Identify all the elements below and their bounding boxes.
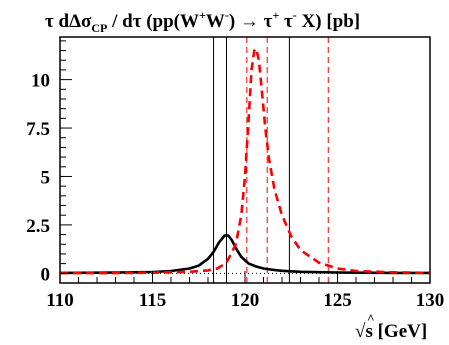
series-line-1	[60, 47, 430, 275]
y-tick-label: 2.5	[26, 216, 50, 237]
y-tick-label: 10	[31, 71, 50, 92]
y-tick-label: 5	[41, 167, 51, 188]
chart-title: τ dΔσCP / dτ (pp(W+W-) → τ+ τ- X) [pb]	[45, 8, 360, 35]
x-tick-label: 120	[231, 290, 260, 311]
vertical-marker-lines	[213, 37, 329, 283]
y-tick-label: 7.5	[26, 119, 50, 140]
y-axis-ticks: 0 2.5 5 7.5 10	[26, 40, 72, 285]
x-axis-label-hat: ^	[367, 311, 375, 326]
x-axis-label: √s [GeV]	[355, 321, 427, 342]
x-axis-ticks: 110 115 120 125 130	[46, 271, 444, 311]
y-tick-label: 0	[41, 264, 51, 285]
series-line-0	[60, 234, 430, 275]
x-tick-label: 130	[416, 290, 445, 311]
x-tick-label: 110	[46, 290, 73, 311]
x-tick-label: 125	[323, 290, 352, 311]
series-group	[60, 47, 430, 275]
x-tick-label: 115	[139, 290, 166, 311]
